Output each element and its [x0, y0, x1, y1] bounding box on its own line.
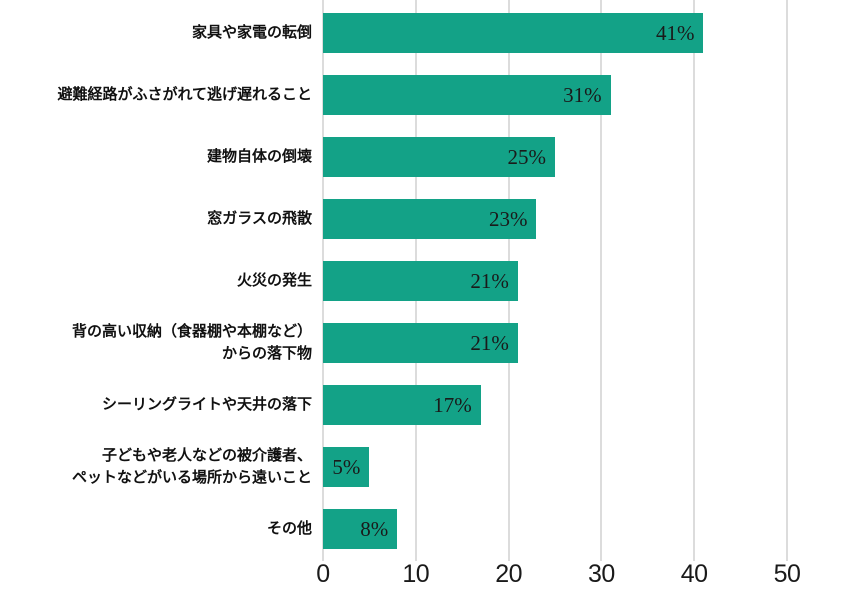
bar: 21%: [323, 261, 518, 301]
x-tick-label: 30: [587, 560, 615, 588]
category-label: 子どもや老人などの被介護者、 ペットなどがいる場所から遠いこと: [71, 447, 312, 486]
chart-row: 建物自体の倒壊 25%: [0, 137, 850, 177]
category-label: 窓ガラスの飛散: [207, 210, 312, 228]
value-label: 8%: [360, 516, 389, 541]
x-tick-label: 20: [495, 560, 522, 588]
bar: 5%: [323, 447, 370, 487]
chart-row: その他 8%: [0, 509, 850, 549]
chart-row: 家具や家電の転倒 41%: [0, 13, 850, 53]
category-label: 建物自体の倒壊: [206, 148, 312, 166]
value-label: 17%: [433, 392, 472, 417]
bar: 17%: [323, 385, 481, 425]
value-label: 5%: [332, 454, 361, 479]
gridline: [786, 0, 788, 561]
bar: 21%: [323, 323, 518, 363]
bar: 41%: [323, 13, 704, 53]
value-label: 31%: [563, 82, 602, 107]
chart-row: シーリングライトや天井の落下 17%: [0, 385, 850, 425]
chart-row: 子どもや老人などの被介護者、 ペットなどがいる場所から遠いこと 5%: [0, 447, 850, 487]
bar: 23%: [323, 199, 537, 239]
chart-row: 背の高い収納（食器棚や本棚など） からの落下物 21%: [0, 323, 850, 363]
category-label: 火災の発生: [236, 272, 312, 290]
value-label: 21%: [470, 330, 509, 355]
category-label: その他: [266, 520, 312, 538]
value-label: 25%: [507, 144, 547, 169]
chart-row: 窓ガラスの飛散 23%: [0, 199, 850, 239]
value-label: 21%: [470, 268, 509, 293]
category-label: 家具や家電の転倒: [191, 24, 312, 42]
x-tick-label: 50: [773, 560, 801, 588]
chart-row: 避難経路がふさがれて逃げ遅れること 31%: [0, 75, 850, 115]
category-label: 避難経路がふさがれて逃げ遅れること: [57, 86, 312, 104]
bar: 25%: [323, 137, 555, 177]
chart-row: 火災の発生 21%: [0, 261, 850, 301]
x-tick-label: 40: [680, 560, 708, 588]
gridline: [600, 0, 603, 561]
x-tick-label: 0: [316, 560, 330, 588]
bar: 8%: [323, 509, 398, 549]
x-tick-label: 10: [402, 560, 430, 588]
value-label: 23%: [488, 206, 528, 231]
gridline: [693, 0, 696, 561]
value-label: 41%: [655, 20, 695, 45]
category-label: 背の高い収納（食器棚や本棚など） からの落下物: [71, 323, 312, 362]
category-label: シーリングライトや天井の落下: [101, 396, 312, 414]
bar: 31%: [323, 75, 611, 115]
